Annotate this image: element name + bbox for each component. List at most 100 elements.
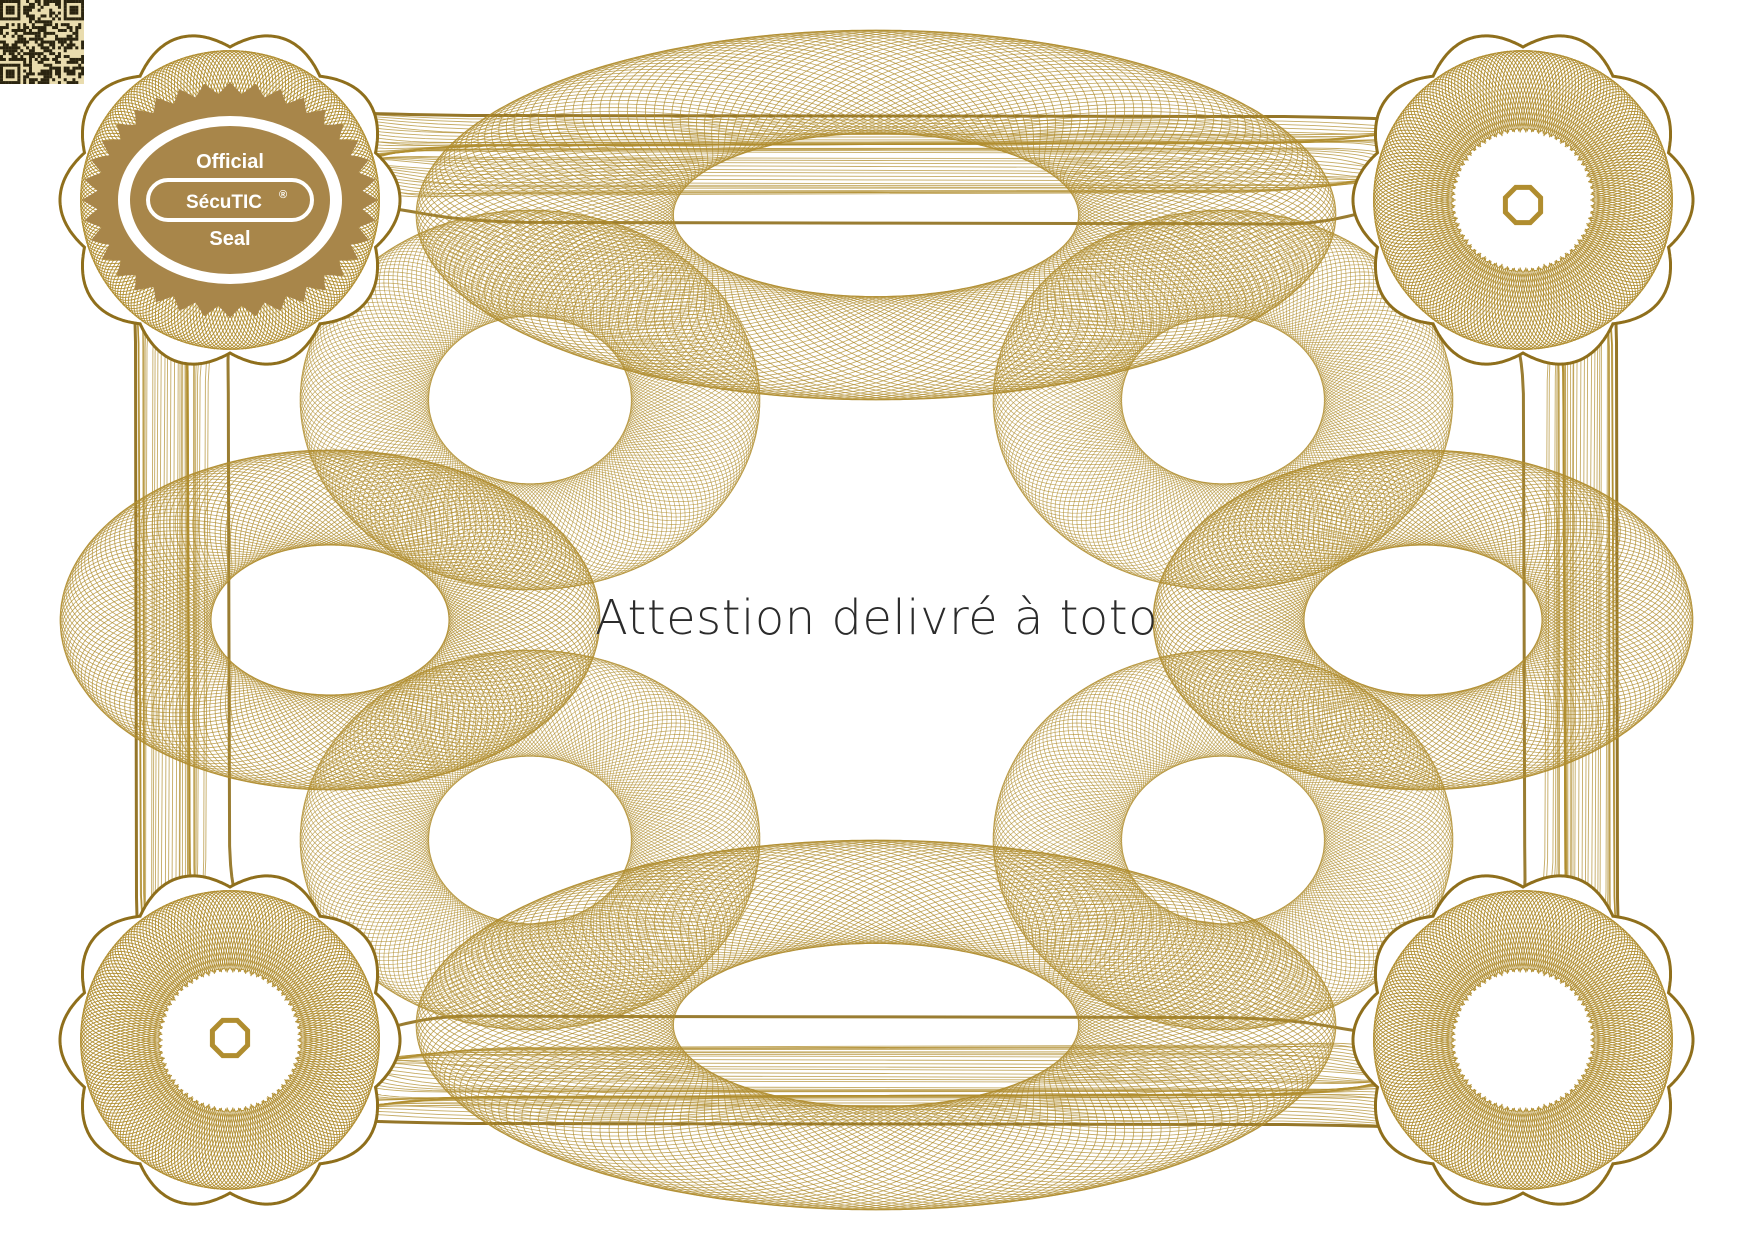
rosette-line bbox=[331, 676, 729, 1004]
rosette-line bbox=[299, 649, 761, 1031]
rosette-line bbox=[322, 668, 738, 1012]
rosette-line bbox=[338, 681, 722, 999]
rosette-line bbox=[300, 650, 760, 1030]
rosette-line bbox=[349, 250, 711, 550]
rosette-line bbox=[1193, 450, 1680, 746]
rosette-line bbox=[1207, 453, 1687, 756]
rosette-line bbox=[100, 450, 587, 746]
rosette-line bbox=[537, 39, 1334, 373]
rosette-line bbox=[428, 33, 1247, 361]
corner-flower-line bbox=[1379, 889, 1667, 1191]
rosette-line bbox=[310, 218, 750, 582]
corner-flower-line bbox=[1379, 49, 1667, 351]
rosette-line bbox=[537, 849, 1334, 1183]
rosette-line bbox=[554, 852, 1336, 1189]
corner-flower-line bbox=[84, 890, 376, 1190]
rosette-line bbox=[338, 241, 722, 559]
corner-flower-line bbox=[1373, 895, 1673, 1185]
rosette-line bbox=[301, 211, 759, 589]
rosette-line bbox=[1005, 220, 1441, 580]
rosette-line bbox=[310, 658, 750, 1022]
corner-flower-line bbox=[85, 890, 375, 1190]
rosette-line bbox=[315, 222, 745, 578]
rosette-line bbox=[417, 850, 1206, 1186]
rosette-line bbox=[1152, 464, 1605, 774]
rosette-line bbox=[1035, 244, 1411, 556]
corner-flower-line bbox=[1373, 893, 1673, 1187]
rosette-line bbox=[521, 846, 1330, 1178]
corner-flower-line bbox=[1373, 53, 1673, 347]
corner-flower-line bbox=[1378, 50, 1668, 350]
rosette-line bbox=[491, 841, 1317, 1165]
corner-flower-line bbox=[1373, 894, 1673, 1186]
rosette-line bbox=[96, 450, 584, 743]
rosette-line bbox=[345, 687, 715, 993]
rosette-line bbox=[1202, 452, 1685, 753]
rosette-line bbox=[1160, 452, 1642, 754]
rosette-line bbox=[328, 233, 732, 567]
corner-flower-line bbox=[1375, 50, 1671, 350]
rosette-line bbox=[513, 844, 1327, 1175]
rosette-line bbox=[993, 649, 1453, 1031]
rosette-line bbox=[1197, 451, 1683, 749]
rosette-line bbox=[146, 463, 601, 772]
rosette-line bbox=[1212, 454, 1689, 759]
rosette-line bbox=[301, 210, 759, 590]
rosette-line bbox=[420, 847, 1223, 1180]
corner-flower-line bbox=[1376, 890, 1670, 1190]
rosette-line bbox=[1180, 449, 1671, 736]
rosette-line bbox=[994, 650, 1452, 1030]
rosette-line bbox=[1217, 456, 1690, 762]
seal-brand-text: SécuTIC bbox=[186, 192, 262, 213]
rosette-line bbox=[1001, 217, 1445, 583]
rosette-line bbox=[1038, 687, 1408, 993]
rosette-line bbox=[418, 849, 1215, 1183]
rosette-line bbox=[420, 37, 1223, 370]
seal-registered-mark: ® bbox=[279, 189, 287, 201]
corner-flower-line bbox=[1376, 50, 1670, 350]
rosette-line bbox=[998, 214, 1448, 586]
rosette-line bbox=[1012, 226, 1434, 574]
rosette-line bbox=[1024, 236, 1422, 564]
rosette-line bbox=[1222, 457, 1692, 765]
rosette-line bbox=[992, 209, 1454, 591]
corner-flower-line bbox=[82, 890, 378, 1190]
rosette-line bbox=[428, 843, 1247, 1171]
rosette-line bbox=[993, 210, 1453, 590]
rosette-line bbox=[1021, 233, 1425, 567]
rosette-line bbox=[1170, 450, 1660, 741]
rosette-line bbox=[529, 37, 1332, 370]
rosette-line bbox=[416, 42, 1198, 379]
corner-flower-line bbox=[82, 891, 378, 1189]
rosette-line bbox=[87, 449, 578, 736]
rosette-line bbox=[1031, 681, 1415, 999]
rosette-line bbox=[317, 224, 743, 576]
rosette-line bbox=[301, 651, 759, 1029]
corner-flower-line bbox=[1375, 891, 1671, 1189]
rosette-line bbox=[305, 654, 755, 1026]
rosette-line bbox=[1158, 454, 1637, 757]
corner-flower-line bbox=[80, 894, 380, 1186]
rosette-line bbox=[1154, 458, 1621, 766]
corner-flower-line bbox=[1374, 891, 1672, 1189]
seal-top-text: Official bbox=[196, 151, 264, 173]
seal-brand-frame bbox=[146, 178, 314, 222]
rosette-line bbox=[312, 220, 748, 580]
rosette-line bbox=[353, 694, 707, 986]
rosette-line bbox=[84, 449, 574, 734]
corner-flower-line bbox=[81, 892, 379, 1188]
rosette-line bbox=[1167, 450, 1655, 744]
corner-flower-line bbox=[80, 893, 380, 1187]
corner-flower-line bbox=[1374, 52, 1672, 348]
corner-flower-line bbox=[86, 889, 374, 1191]
rosette-line bbox=[317, 664, 743, 1016]
guilloche-rosettes bbox=[59, 29, 1694, 1211]
rosette-line bbox=[1008, 662, 1438, 1018]
rosette-line bbox=[1184, 449, 1674, 739]
rosette-line bbox=[328, 673, 732, 1007]
rosette-line bbox=[1008, 222, 1438, 578]
corner-flower-line bbox=[81, 891, 379, 1189]
rosette-line bbox=[67, 452, 549, 754]
rosette-line bbox=[418, 39, 1215, 373]
rosette-line bbox=[505, 33, 1324, 361]
